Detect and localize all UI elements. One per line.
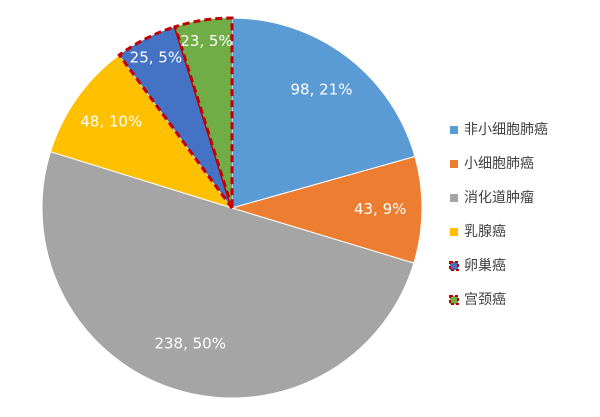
data-label: 48, 10%	[80, 113, 142, 131]
data-label: 43, 9%	[354, 200, 406, 218]
pie-slice	[41, 151, 415, 399]
data-label: 238, 50%	[154, 335, 226, 353]
legend-marker	[450, 228, 458, 236]
legend-marker	[450, 194, 458, 202]
pie-slice	[49, 54, 234, 209]
data-label: 25, 5%	[130, 49, 182, 67]
pie-slice	[173, 16, 234, 209]
data-label: 23, 5%	[180, 32, 232, 50]
legend-marker	[449, 261, 459, 271]
legend-label: 宫颈癌	[464, 292, 506, 308]
legend-marker	[449, 295, 459, 305]
data-label: 98, 21%	[290, 80, 352, 98]
pie-slice	[230, 155, 423, 264]
legend-label: 卵巢癌	[464, 258, 506, 274]
legend-label: 非小细胞肺癌	[464, 122, 548, 138]
legend-label: 乳腺癌	[464, 224, 506, 240]
legend-label: 消化道肿瘤	[464, 189, 534, 206]
legend-label: 小细胞肺癌	[464, 156, 534, 172]
pie-slice	[117, 24, 234, 209]
legend-marker	[450, 160, 458, 168]
pie-slice	[231, 17, 416, 209]
legend-marker	[450, 126, 458, 134]
